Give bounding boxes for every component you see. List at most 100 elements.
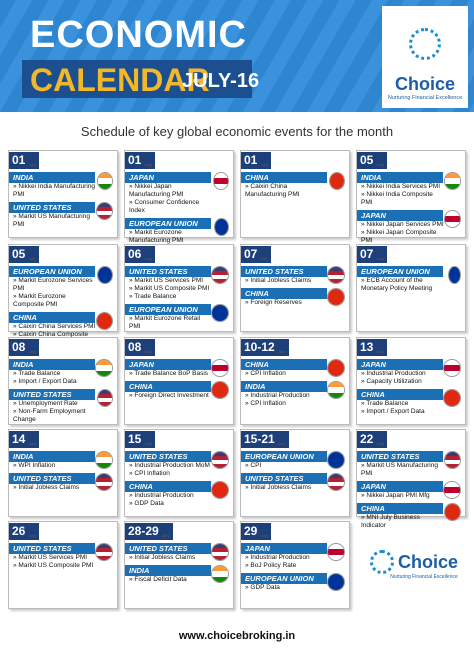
flag-stripe <box>96 552 112 556</box>
event-item: » Foreign Reserves <box>245 299 302 306</box>
event-item: » Nikkei India Composite PMI <box>361 191 433 206</box>
region: CHINA» Caixin China Manufacturing PMI <box>241 169 349 199</box>
region: JAPAN» Nikkei Japan Manufacturing PMI» C… <box>125 169 233 215</box>
brand: Choice <box>394 74 455 94</box>
flag-stripe <box>328 392 344 398</box>
region: UNITED STATES» Initial Jobless Claims <box>241 263 349 285</box>
event-item: » Import / Export Data <box>361 408 425 415</box>
flag <box>443 359 461 377</box>
region: JAPAN» Industrial Production» Capacity U… <box>357 356 465 386</box>
flag <box>327 573 345 591</box>
flag-stripe <box>328 275 344 279</box>
flag-stripe <box>212 279 228 283</box>
date: 08 <box>128 340 142 354</box>
region-body: UNITED STATES» Markit US Manufacturing P… <box>9 199 96 229</box>
event-item: » Nikkei Japan PMI Mfg <box>361 492 430 499</box>
event-item: » Fiscal Deficit Data <box>129 576 187 583</box>
event-item: » ECB Account of the Monetary Policy Mee… <box>361 277 433 292</box>
flag <box>443 503 461 521</box>
month-tag: July <box>376 256 385 261</box>
flag-stripe <box>444 173 460 179</box>
region-body: JAPAN» Nikkei Japan Services PMI» Nikkei… <box>357 207 444 245</box>
month-tag: July <box>376 349 385 354</box>
flag-stripe <box>212 460 228 464</box>
date: 28-29 <box>128 524 159 538</box>
flag-stripe <box>96 370 112 376</box>
region: UNITED STATES» Markit US Services PMI» M… <box>9 540 117 570</box>
region-label: EUROPEAN UNION <box>125 304 211 315</box>
month-tag: July <box>144 441 153 446</box>
month-tag: July <box>161 533 170 538</box>
date: 22 <box>360 432 374 446</box>
footer: www.choicebroking.in <box>178 630 296 642</box>
flag <box>97 266 113 284</box>
flag-stripe <box>444 365 460 371</box>
flag-stripe <box>212 267 228 271</box>
flag-stripe <box>98 390 112 394</box>
region-label: JAPAN <box>357 481 443 492</box>
region-body: UNITED STATES» Initial Jobless Claims <box>9 470 95 492</box>
event-item: » Unemployment Rate <box>13 400 78 407</box>
logo-bottom: Choice Nurturing Financial Excellence <box>362 540 466 600</box>
flag-stripe <box>445 452 460 456</box>
flag-stripe <box>328 271 344 275</box>
flag-stripe <box>212 275 228 279</box>
month-tag: July <box>376 441 385 446</box>
region: EUROPEAN UNION» Markit Eurozone Manufact… <box>125 215 233 245</box>
event-item: » WPI Inflation <box>13 462 56 469</box>
flag-stripe <box>98 402 112 406</box>
region-body: CHINA» Foreign Direct Investment <box>125 378 211 400</box>
event-item: » Non-Farm Employment Change <box>13 408 86 423</box>
date: 29 <box>244 524 258 538</box>
flag <box>211 304 229 322</box>
flag-stripe <box>212 566 228 572</box>
flag <box>329 172 345 190</box>
region-label: INDIA <box>9 451 95 462</box>
month-tag: July <box>144 162 153 167</box>
month-tag: July <box>277 441 286 446</box>
region: CHINA» Foreign Reserves <box>241 285 349 307</box>
region: CHINA» Foreign Direct Investment <box>125 378 233 400</box>
flag <box>214 218 229 236</box>
event-item: » Initial Jobless Claims <box>245 484 312 491</box>
flag-stripe <box>214 173 228 179</box>
region-label: JAPAN <box>357 210 443 221</box>
region-label: INDIA <box>357 172 443 183</box>
event-item: » Markit Eurozone Composite PMI <box>13 293 66 308</box>
flag <box>327 381 345 399</box>
region-body: UNITED STATES» Initial Jobless Claims <box>125 540 211 562</box>
flag-stripe <box>328 549 344 555</box>
event-card: 07 July UNITED STATES» Initial Jobless Cla… <box>240 244 350 332</box>
event-item: » Nikkei India Manufacturing PMI <box>13 183 96 198</box>
event-card: 07 July EUROPEAN UNION» ECB Account of the… <box>356 244 466 332</box>
region-label: CHINA <box>241 288 327 299</box>
flag <box>327 451 345 469</box>
region-label: INDIA <box>125 565 211 576</box>
region: JAPAN» Nikkei Japan PMI Mfg <box>357 478 465 500</box>
flag <box>97 389 113 407</box>
flag-stripe <box>212 548 228 552</box>
event-card: 13 July JAPAN» Industrial Production» Capa… <box>356 337 466 425</box>
region-body: UNITED STATES» Initial Jobless Claims <box>241 470 327 492</box>
region: JAPAN» Trade Balance BoP Basis <box>125 356 233 378</box>
event-item: » Initial Jobless Claims <box>245 277 312 284</box>
flag <box>327 473 345 491</box>
flag-stripe <box>212 556 228 560</box>
region-body: CHINA» Caixin China Manufacturing PMI <box>241 169 329 199</box>
flag <box>95 451 113 469</box>
region: EUROPEAN UNION» CPI <box>241 448 349 470</box>
flag-stripe <box>328 387 344 393</box>
flag-stripe <box>328 279 344 283</box>
flag-stripe <box>328 486 344 490</box>
region-label: UNITED STATES <box>9 202 95 213</box>
date-tab: 10-12 July <box>241 339 289 356</box>
region-label: JAPAN <box>125 172 211 183</box>
region-body: INDIA» Fiscal Deficit Data <box>125 562 211 584</box>
event-item: » Trade Balance BoP Basis <box>129 370 209 377</box>
region: UNITED STATES» Industrial Production MoM… <box>125 448 233 478</box>
flag-stripe <box>444 370 460 376</box>
title2: CALENDAR <box>30 62 210 98</box>
flag <box>211 359 229 377</box>
region-label: INDIA <box>9 172 95 183</box>
flag-stripe <box>212 452 228 456</box>
